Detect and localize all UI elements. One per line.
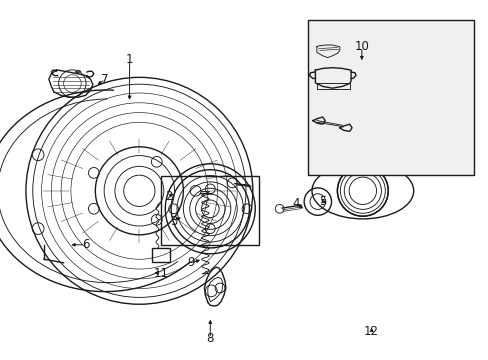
Text: 11: 11 (154, 267, 168, 280)
Text: 7: 7 (101, 73, 109, 86)
Text: 5: 5 (318, 195, 326, 208)
Text: 3: 3 (169, 215, 177, 228)
Text: 4: 4 (291, 197, 299, 210)
Bar (307, 20, 473, 175)
Text: 1: 1 (125, 53, 133, 66)
Text: 10: 10 (354, 40, 368, 53)
Text: 2: 2 (164, 190, 172, 203)
Bar (151, 248, 170, 262)
Text: 6: 6 (81, 238, 89, 251)
Text: 9: 9 (186, 256, 194, 269)
Text: 8: 8 (206, 332, 214, 345)
Bar (161, 176, 259, 245)
Text: 12: 12 (364, 325, 378, 338)
